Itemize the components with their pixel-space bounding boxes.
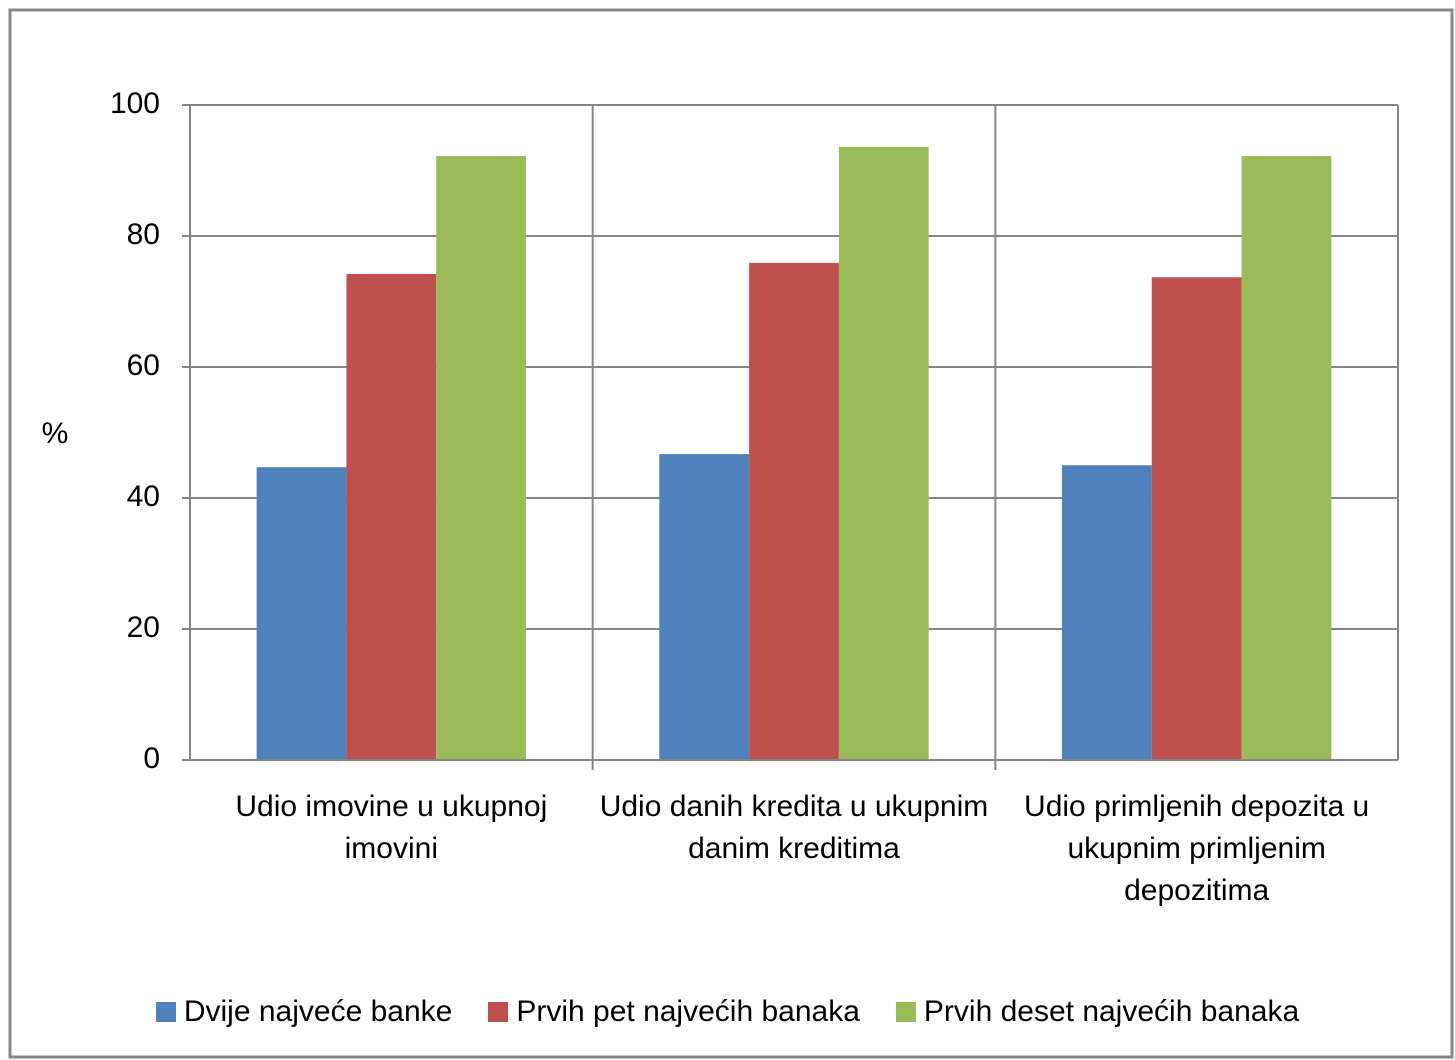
legend: Dvije najveće banke Prvih pet najvećih ba… xyxy=(0,995,1455,1029)
y-tick-label: 80 xyxy=(127,218,160,251)
legend-item: Prvih deset najvećih banaka xyxy=(895,995,1300,1029)
y-axis-label: % xyxy=(42,417,69,450)
legend-label: Prvih pet najvećih banaka xyxy=(516,995,860,1028)
x-tick-label: Udio imovine u ukupnoj imovini xyxy=(235,790,548,865)
bar xyxy=(1061,465,1152,760)
bar xyxy=(436,156,527,761)
legend-swatch xyxy=(155,1002,176,1022)
y-tick-label: 100 xyxy=(110,87,160,120)
bar xyxy=(659,454,750,760)
legend-label: Prvih deset najvećih banaka xyxy=(923,995,1300,1028)
y-tick-label: 40 xyxy=(127,480,160,513)
legend-swatch xyxy=(895,1002,916,1022)
y-tick-label: 0 xyxy=(143,742,160,775)
legend-item: Dvije najveće banke xyxy=(155,995,453,1029)
legend-swatch xyxy=(488,1002,509,1022)
bar xyxy=(256,467,347,760)
frame xyxy=(8,8,1454,1059)
legend-label: Dvije najveće banke xyxy=(183,995,453,1028)
y-tick-label: 20 xyxy=(127,611,160,644)
x-tick-label: Udio danih kredita u ukupnim danim kredi… xyxy=(599,790,989,865)
bar xyxy=(346,273,437,760)
legend-item: Prvih pet najvećih banaka xyxy=(488,995,860,1029)
bar xyxy=(749,262,839,760)
x-tick-label: Udio primljenih depozita u ukupnim priml… xyxy=(1024,790,1370,907)
bar xyxy=(838,146,929,761)
bar xyxy=(1241,156,1332,761)
y-tick-label: 60 xyxy=(127,349,160,382)
bar xyxy=(1151,277,1242,760)
